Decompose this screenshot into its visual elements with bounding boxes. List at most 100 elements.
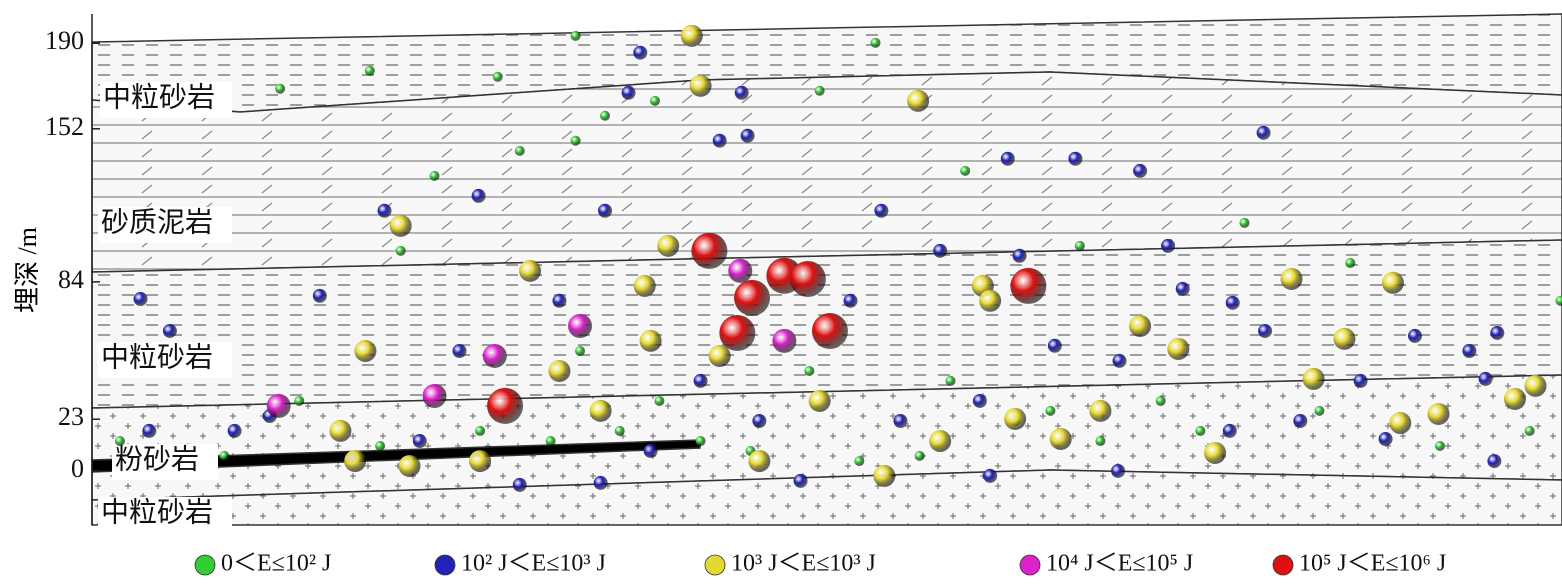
event-point (1555, 295, 1562, 306)
event-point (482, 343, 507, 368)
event-point (691, 232, 728, 269)
event-point (748, 450, 771, 473)
event-point (294, 395, 305, 406)
event-point (1049, 428, 1072, 451)
event-point (1256, 125, 1271, 140)
event-point (1074, 240, 1085, 251)
legend-swatch (434, 554, 456, 576)
event-point (1195, 425, 1206, 436)
event-point (375, 440, 386, 451)
layer-label: 粉砂岩 (115, 443, 199, 475)
event-point (708, 344, 731, 367)
layer-label: 中粒砂岩 (103, 81, 215, 113)
event-point (728, 258, 753, 283)
event-point (734, 279, 771, 316)
event-point (983, 468, 998, 483)
event-point (452, 343, 467, 358)
event-point (693, 373, 708, 388)
layer-label-bg (98, 342, 232, 378)
event-point (1004, 407, 1027, 430)
event-point (552, 293, 567, 308)
event-point (1111, 463, 1126, 478)
event-point (1503, 387, 1526, 410)
event-point (354, 339, 377, 362)
event-point (219, 450, 230, 461)
event-point (972, 393, 987, 408)
event-point (344, 450, 367, 473)
event-point (1129, 315, 1152, 338)
event-point (933, 243, 948, 258)
event-point (945, 375, 956, 386)
event-point (689, 74, 712, 97)
event-point (598, 203, 613, 218)
y-tick-label: 0 (71, 454, 84, 483)
event-point (1133, 163, 1148, 178)
event-point (1302, 367, 1325, 390)
event-point (227, 423, 242, 438)
y-tick-label: 84 (58, 265, 84, 294)
event-point (570, 135, 581, 146)
event-point (873, 464, 896, 487)
event-point (492, 71, 503, 82)
event-point (412, 434, 427, 449)
event-point (312, 288, 327, 303)
event-point (1434, 440, 1445, 451)
event-point (266, 393, 291, 418)
event-point (680, 24, 703, 47)
event-point (639, 329, 662, 352)
event-point (142, 423, 157, 438)
event-point (1089, 399, 1112, 422)
event-point (575, 345, 586, 356)
event-point (1333, 327, 1356, 350)
event-point (1112, 353, 1127, 368)
legend-swatch (1019, 554, 1041, 576)
event-point (364, 65, 375, 76)
event-point (734, 85, 749, 100)
event-point (1047, 338, 1062, 353)
event-point (1524, 425, 1535, 436)
event-point (1068, 151, 1083, 166)
event-point (275, 83, 286, 94)
event-point (870, 37, 881, 48)
event-point (133, 291, 148, 306)
event-point (804, 366, 815, 377)
event-point (548, 360, 571, 383)
event-point (519, 259, 542, 282)
event-point (1353, 373, 1368, 388)
event-point (389, 214, 412, 237)
event-point (1225, 295, 1240, 310)
event-point (814, 85, 825, 96)
legend-label: 10⁵ J＜E≤10⁶ J (1299, 551, 1446, 577)
event-point (162, 323, 177, 338)
event-point (1345, 257, 1356, 268)
layer-label-bg (98, 497, 232, 533)
event-point (1389, 412, 1412, 435)
event-point (1378, 432, 1393, 447)
event-point (114, 436, 125, 447)
event-point (600, 110, 611, 121)
event-point (929, 430, 952, 453)
y-tick-label: 190 (45, 26, 84, 55)
event-point (657, 234, 680, 257)
event-point (643, 443, 658, 458)
event-point (471, 188, 486, 203)
y-axis-title: 埋深 /m (13, 227, 42, 313)
event-point (514, 145, 525, 156)
event-point (1490, 325, 1505, 340)
event-point (695, 436, 706, 447)
event-point (1161, 238, 1176, 253)
event-point (811, 312, 848, 349)
event-point (633, 274, 656, 297)
event-point (1222, 423, 1237, 438)
layer-label: 中粒砂岩 (101, 341, 213, 373)
points (114, 24, 1562, 492)
event-point (1293, 413, 1308, 428)
event-point (1010, 267, 1047, 304)
layer-label-bg (100, 82, 232, 118)
layer-label: 中粒砂岩 (101, 496, 213, 528)
event-point (907, 89, 930, 112)
event-point (893, 413, 908, 428)
event-point (1000, 151, 1015, 166)
event-point (377, 203, 392, 218)
